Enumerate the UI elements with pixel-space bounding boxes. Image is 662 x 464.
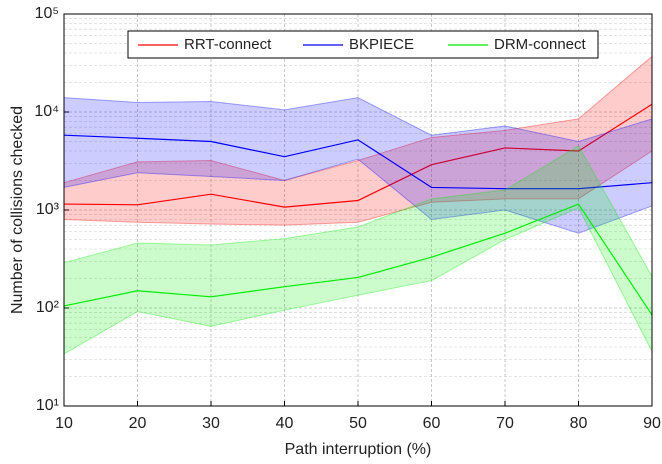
legend-label: DRM-connect <box>494 36 587 53</box>
legend-box <box>127 30 599 59</box>
line <box>63 134 653 190</box>
x-tick-label: 90 <box>643 415 661 432</box>
x-tick-label: 20 <box>129 415 147 432</box>
x-tick-label: 10 <box>55 415 73 432</box>
y-axis-label: Number of collisions checked <box>9 106 26 314</box>
x-tick-label: 30 <box>202 415 220 432</box>
y-tick-label: 10¹ <box>36 397 59 414</box>
x-tick-label: 80 <box>570 415 588 432</box>
x-tick-label: 60 <box>423 415 441 432</box>
line <box>63 103 653 208</box>
plot-frame <box>63 13 653 407</box>
y-tick-label: 10⁴ <box>34 103 59 120</box>
x-tick-label: 70 <box>496 415 514 432</box>
x-axis-label: Path interruption (%) <box>285 441 432 458</box>
line <box>63 203 653 316</box>
legend: RRT-connect BKPIECE DRM-connect <box>127 30 599 59</box>
y-tick-label: 10³ <box>36 201 60 218</box>
x-tick-label: 50 <box>349 415 367 432</box>
x-tick-label: 40 <box>276 415 294 432</box>
y-tick-label: 10⁵ <box>35 5 59 22</box>
y-tick-label: 10² <box>36 299 60 316</box>
legend-label: BKPIECE <box>349 36 414 53</box>
legend-label: RRT-connect <box>184 36 272 53</box>
